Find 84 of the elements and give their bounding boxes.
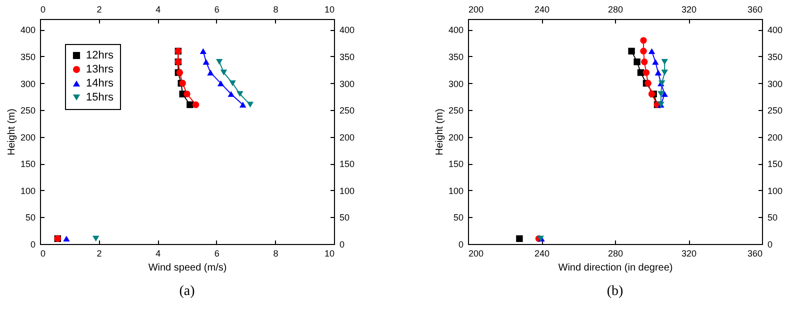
x-tick-label: 280	[608, 248, 624, 258]
y2-tick-label: 100	[340, 186, 355, 196]
legend-label: 13hrs	[86, 64, 114, 76]
x2-tick-label: 280	[608, 4, 624, 14]
y2-tick-label: 350	[768, 52, 783, 62]
y2-tick-label: 400	[768, 25, 783, 36]
y2-tick-label: 50	[768, 212, 778, 223]
point	[202, 58, 210, 65]
y2-tick-label: 200	[768, 132, 783, 142]
y-tick-label: 50	[453, 212, 464, 223]
x-tick-label: 8	[273, 248, 278, 258]
y-tick-label: 350	[20, 52, 36, 62]
point	[216, 58, 223, 65]
point	[217, 80, 224, 86]
y-tick-label: 150	[448, 159, 464, 170]
point	[220, 70, 228, 76]
y-tick-label: 300	[20, 78, 36, 89]
y-tick-label: 350	[448, 52, 464, 62]
x2-tick-label: 6	[214, 4, 220, 14]
point	[207, 70, 214, 76]
y2-tick-label: 250	[340, 106, 355, 116]
x-tick-label: 6	[214, 248, 220, 258]
x-tick-label: 0	[40, 248, 46, 258]
text: (b)	[606, 284, 624, 299]
y-tick-label: 250	[20, 106, 36, 116]
x2-tick-label: 360	[747, 4, 762, 14]
y-tick-label: 400	[448, 25, 464, 36]
y2-tick-label: 50	[340, 212, 350, 223]
point	[92, 236, 100, 242]
x2-tick-label: 8	[273, 4, 278, 14]
y2-tick-label: 250	[768, 106, 783, 116]
x-tick-label: 4	[156, 248, 161, 258]
point	[192, 101, 200, 108]
x2-tick-label: 2	[96, 4, 102, 14]
y-tick-label: 400	[20, 25, 36, 36]
point	[186, 101, 194, 108]
y-tick-label: 50	[25, 212, 36, 223]
text: (a)	[179, 284, 196, 299]
x-tick-label: 240	[534, 248, 550, 258]
y2-tick-label: 150	[340, 159, 355, 170]
x-axis-title: Wind direction (in degree)	[558, 262, 673, 274]
y-tick-label: 300	[448, 78, 464, 89]
y2-tick-label: 400	[340, 25, 355, 36]
x-axis-title: Wind speed (m/s)	[148, 262, 227, 274]
legend-label: 15hrs	[86, 92, 114, 104]
point	[200, 48, 207, 54]
point	[228, 91, 234, 97]
x-tick-label: 320	[681, 248, 697, 258]
x2-tick-label: 0	[40, 4, 46, 14]
x-tick-label: 360	[747, 248, 762, 258]
x2-tick-label: 10	[324, 4, 334, 14]
y-tick-label: 100	[20, 186, 36, 196]
y2-tick-label: 100	[768, 186, 783, 196]
point	[229, 80, 236, 86]
point	[246, 102, 254, 108]
y-tick-label: 200	[448, 132, 464, 142]
y2-tick-label: 0	[340, 240, 345, 250]
x-tick-label: 200	[468, 248, 484, 258]
y-tick-label: 250	[448, 106, 464, 116]
point	[63, 236, 70, 242]
y2-tick-label: 200	[340, 132, 355, 142]
x-tick-label: 10	[324, 248, 334, 258]
y2-tick-label: 300	[768, 78, 783, 89]
x2-tick-label: 320	[681, 4, 697, 14]
y-axis-title: Height (m)	[6, 108, 18, 156]
legend-label: 12hrs	[86, 50, 114, 62]
point	[240, 102, 246, 108]
legend-label: 14hrs	[86, 78, 114, 90]
y-tick-label: 0	[458, 240, 464, 250]
y2-tick-label: 150	[768, 159, 783, 170]
y2-tick-label: 300	[340, 78, 355, 89]
x-tick-label: 2	[96, 248, 102, 258]
x2-tick-label: 4	[156, 4, 161, 14]
point	[184, 90, 190, 98]
y-tick-label: 200	[20, 132, 36, 142]
y2-tick-label: 350	[340, 52, 355, 62]
point	[236, 91, 244, 97]
x2-tick-label: 200	[468, 4, 484, 14]
y2-tick-label: 0	[768, 240, 773, 250]
y-tick-label: 0	[30, 240, 36, 250]
y-axis-title: Height (m)	[434, 108, 446, 156]
y-tick-label: 150	[20, 159, 36, 170]
y-tick-label: 100	[448, 186, 464, 196]
x2-tick-label: 240	[534, 4, 550, 14]
